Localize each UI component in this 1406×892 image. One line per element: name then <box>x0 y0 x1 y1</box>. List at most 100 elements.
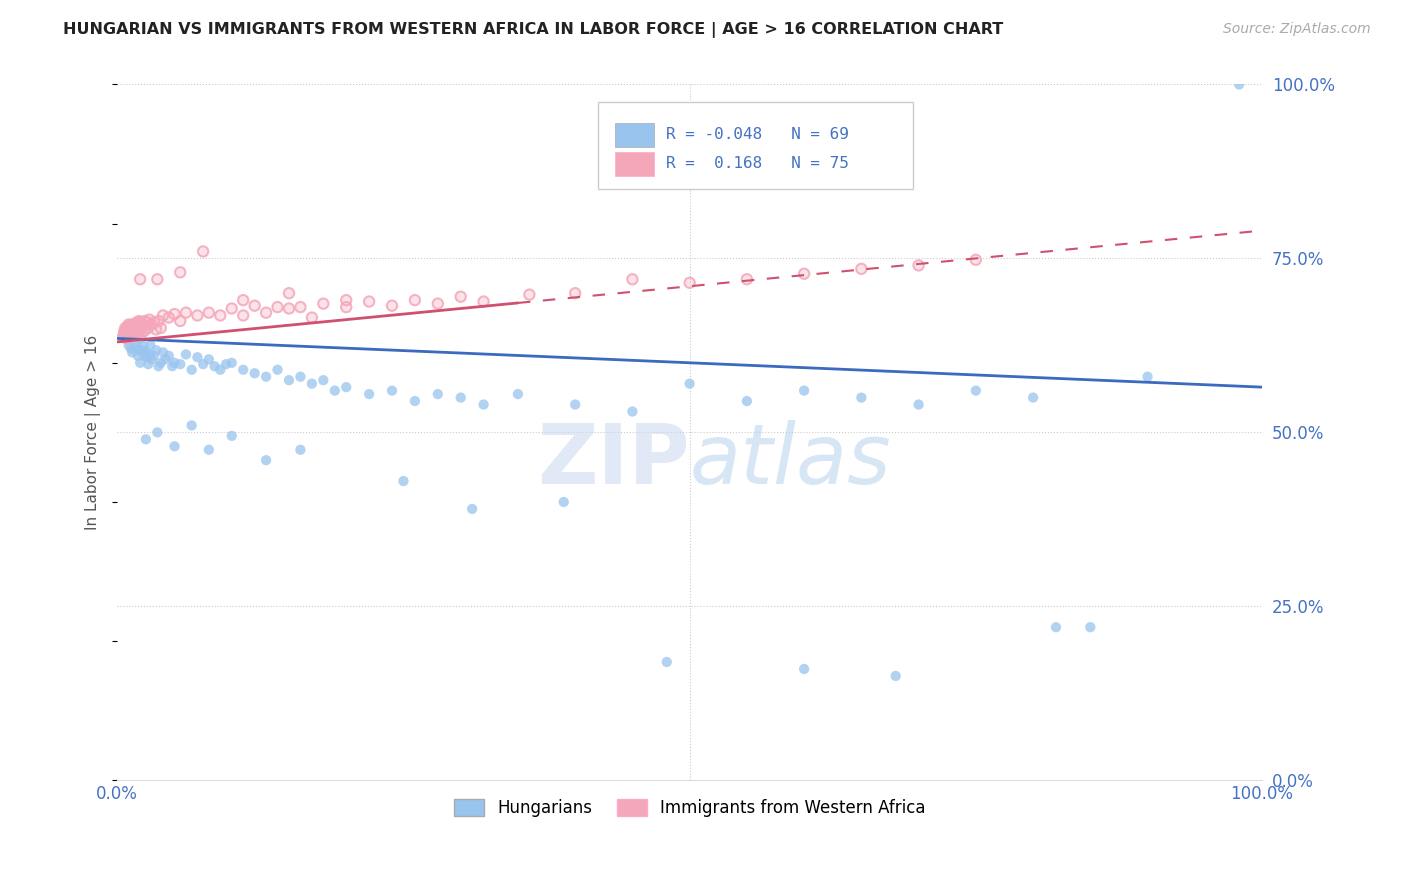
Point <box>221 429 243 443</box>
Text: Source: ZipAtlas.com: Source: ZipAtlas.com <box>1223 22 1371 37</box>
Point <box>301 310 323 325</box>
Point <box>142 349 165 363</box>
Point <box>163 307 186 321</box>
Point <box>163 307 186 321</box>
Point <box>141 352 163 367</box>
Point <box>426 296 449 310</box>
Point <box>136 315 159 329</box>
Point <box>121 318 143 332</box>
Point <box>120 319 142 334</box>
Point <box>117 319 139 334</box>
Point <box>129 322 152 336</box>
Point <box>174 347 197 361</box>
Point <box>335 380 357 394</box>
Point <box>128 314 150 328</box>
Point <box>426 296 449 310</box>
Point <box>221 356 243 370</box>
Point <box>186 350 208 364</box>
Point <box>564 286 586 301</box>
Point <box>134 314 156 328</box>
Point <box>134 349 156 363</box>
Point <box>209 309 232 323</box>
Point <box>129 322 152 336</box>
Point <box>232 363 254 377</box>
Point <box>243 299 266 313</box>
Point <box>131 331 153 345</box>
Point <box>679 276 702 290</box>
Point <box>851 391 873 405</box>
Point <box>1078 620 1101 634</box>
Point <box>965 252 987 267</box>
Point <box>135 322 157 336</box>
Point <box>129 315 152 329</box>
Point <box>125 315 148 329</box>
Point <box>122 321 145 335</box>
Point <box>169 357 191 371</box>
Point <box>735 272 758 286</box>
Point <box>115 322 138 336</box>
Y-axis label: In Labor Force | Age > 16: In Labor Force | Age > 16 <box>86 334 101 530</box>
Point <box>312 373 335 387</box>
Point <box>132 339 155 353</box>
Point <box>221 301 243 316</box>
Point <box>120 342 142 356</box>
Point <box>160 359 183 374</box>
Point <box>278 301 301 316</box>
Point <box>1136 369 1159 384</box>
Point <box>163 356 186 370</box>
Point <box>254 453 277 467</box>
Point <box>124 326 146 341</box>
Point <box>232 309 254 323</box>
Point <box>118 322 141 336</box>
Point <box>118 325 141 339</box>
Point <box>169 314 191 328</box>
Point <box>198 306 221 320</box>
Point <box>115 331 138 345</box>
Point <box>120 326 142 341</box>
Point <box>114 321 136 335</box>
Point <box>120 326 142 341</box>
Point <box>851 261 873 276</box>
Point <box>679 276 702 290</box>
Point <box>122 328 145 343</box>
Point <box>209 309 232 323</box>
Text: R =  0.168   N = 75: R = 0.168 N = 75 <box>665 156 848 171</box>
Point <box>169 265 191 279</box>
Text: ZIP: ZIP <box>537 420 690 500</box>
Point <box>117 319 139 334</box>
Point <box>907 258 929 272</box>
Point <box>114 321 136 335</box>
Point <box>461 502 484 516</box>
Text: R = -0.048   N = 69: R = -0.048 N = 69 <box>665 128 848 143</box>
Text: atlas: atlas <box>690 420 891 500</box>
Point <box>381 384 404 398</box>
Point <box>132 325 155 339</box>
Point <box>266 300 288 314</box>
Text: HUNGARIAN VS IMMIGRANTS FROM WESTERN AFRICA IN LABOR FORCE | AGE > 16 CORRELATIO: HUNGARIAN VS IMMIGRANTS FROM WESTERN AFR… <box>63 22 1004 38</box>
Point <box>157 310 180 325</box>
Point <box>117 326 139 341</box>
Point <box>155 352 177 367</box>
Point <box>131 321 153 335</box>
Point <box>124 319 146 334</box>
Point <box>191 357 214 371</box>
Point <box>793 662 815 676</box>
Point <box>564 286 586 301</box>
Point <box>655 655 678 669</box>
Point <box>145 322 167 336</box>
Point <box>404 293 426 307</box>
Point <box>426 387 449 401</box>
FancyBboxPatch shape <box>616 123 654 147</box>
Point <box>907 398 929 412</box>
Point <box>149 321 172 335</box>
Point <box>335 293 357 307</box>
Point <box>381 299 404 313</box>
Point <box>136 357 159 371</box>
Point <box>112 325 135 339</box>
Point <box>163 439 186 453</box>
Point <box>232 293 254 307</box>
Point <box>359 294 381 309</box>
Point <box>148 314 170 328</box>
Point <box>131 318 153 332</box>
Point <box>1045 620 1067 634</box>
